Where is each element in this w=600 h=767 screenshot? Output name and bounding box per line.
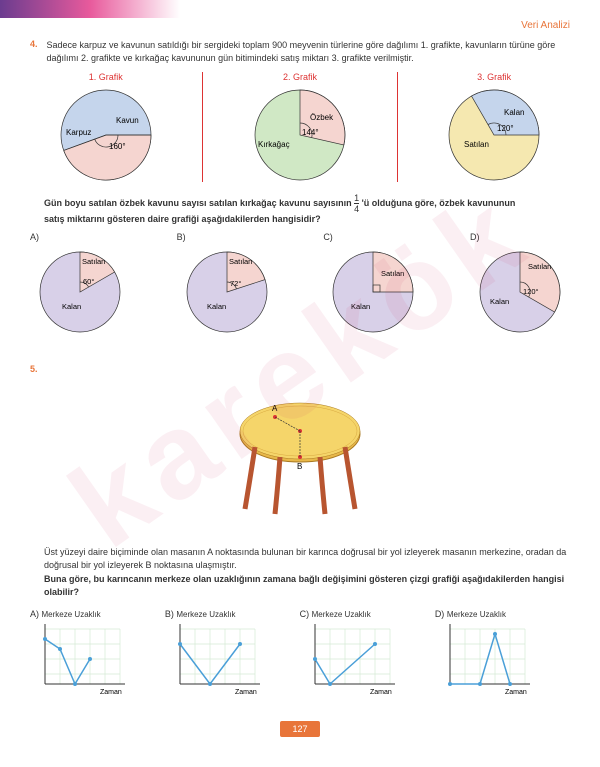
chart2-ozbek-label: Özbek [310,113,334,122]
q4-optC-label: C) [323,232,423,242]
svg-text:Satılan: Satılan [528,262,551,271]
q4-optD-label: D) [470,232,570,242]
chart2-title: 2. Grafik [245,72,355,82]
q4-qline1: Gün boyu satılan özbek kavunu sayısı sat… [44,198,352,208]
q4-option-b: B) Satılan 72° Kalan [177,232,277,334]
q4-option-c: C) Satılan Kalan [323,232,423,334]
q5-table-image: A B [30,389,570,531]
chart3-kalan-label: Kalan [504,108,524,117]
divider2 [397,72,398,182]
q4-optA-label: A) [30,232,130,242]
svg-text:Kalan: Kalan [351,302,370,311]
q4-optC-pie: Satılan Kalan [323,244,423,334]
svg-text:Zaman: Zaman [100,689,122,696]
q5-text1: Üst yüzeyi daire biçiminde olan masanın … [44,546,570,571]
q5-text2: Buna göre, bu karıncanın merkeze olan uz… [44,573,570,598]
q4-text: Sadece karpuz ve kavunun satıldığı bir s… [47,39,567,64]
q4-optA-pie: Satılan 60° Kalan [30,244,130,334]
q4-qline1b: 'ü olduğuna göre, özbek kavununun [362,198,516,208]
chart2-pie: Özbek 144° Kırkağaç [245,85,355,185]
q4-option-d: D) Satılan 120° Kalan [470,232,570,334]
q5-options: A) Merkeze Uzaklık Zaman B) Merkeze Uzak… [30,609,570,701]
chart1-pie: Kavun 160° Karpuz [51,85,161,185]
header-bar [0,0,600,18]
svg-text:A: A [272,404,278,413]
question-5: 5. A B Üst yüzeyi daire biçiminde olan m… [30,364,570,700]
q5-text-block: Üst yüzeyi daire biçiminde olan masanın … [44,546,570,598]
q5-option-a: A) Merkeze Uzaklık Zaman [30,609,165,701]
chart3: 3. Grafik Kalan 120° Satılan [439,72,549,185]
header-title: Veri Analizi [0,20,600,31]
q5-number: 5. [30,364,44,374]
page-number: 127 [30,721,570,737]
chart3-angle: 120° [497,124,514,133]
q4-option-a: A) Satılan 60° Kalan [30,232,130,334]
q5-option-c: C) Merkeze Uzaklık Zaman [300,609,435,701]
q5-option-d: D) Merkeze Uzaklık Zaman [435,609,570,701]
chart2: 2. Grafik Özbek 144° Kırkağaç [245,72,355,185]
svg-text:Satılan: Satılan [82,257,105,266]
question-4: 4. Sadece karpuz ve kavunun satıldığı bi… [30,39,570,334]
q4-qline2: satış miktarını gösteren daire grafiği a… [44,214,321,224]
q4-charts: 1. Grafik Kavun 160° Karpuz 2. Grafik Öz… [30,72,570,185]
svg-text:Satılan: Satılan [381,269,404,278]
svg-text:60°: 60° [83,277,94,286]
q5-option-b: B) Merkeze Uzaklık Zaman [165,609,300,701]
q4-optB-label: B) [177,232,277,242]
q4-question: Gün boyu satılan özbek kavunu sayısı sat… [44,193,570,224]
chart1: 1. Grafik Kavun 160° Karpuz [51,72,161,185]
svg-text:Zaman: Zaman [505,689,527,696]
svg-text:Satılan: Satılan [229,257,252,266]
chart1-kavun-label: Kavun [116,116,139,125]
chart1-title: 1. Grafik [51,72,161,82]
chart3-satilan-label: Satılan [464,140,489,149]
q4-options: A) Satılan 60° Kalan B) Satılan 72° Kala… [30,232,570,334]
q4-fraction: 14 [354,193,359,214]
chart3-pie: Kalan 120° Satılan [439,85,549,185]
chart2-angle: 144° [302,128,319,137]
svg-text:Kalan: Kalan [490,297,509,306]
chart1-karpuz-label: Karpuz [66,128,91,137]
svg-text:B: B [297,462,302,471]
divider1 [202,72,203,182]
svg-text:Kalan: Kalan [207,302,226,311]
svg-text:Kalan: Kalan [62,302,81,311]
svg-text:120°: 120° [523,287,539,296]
svg-text:72°: 72° [230,279,241,288]
q4-optD-pie: Satılan 120° Kalan [470,244,570,334]
chart3-title: 3. Grafik [439,72,549,82]
chart1-angle: 160° [109,142,126,151]
svg-text:Zaman: Zaman [235,689,257,696]
q4-optB-pie: Satılan 72° Kalan [177,244,277,334]
svg-text:Zaman: Zaman [370,689,392,696]
chart2-kirkagac-label: Kırkağaç [258,140,290,149]
q4-number: 4. [30,39,44,49]
